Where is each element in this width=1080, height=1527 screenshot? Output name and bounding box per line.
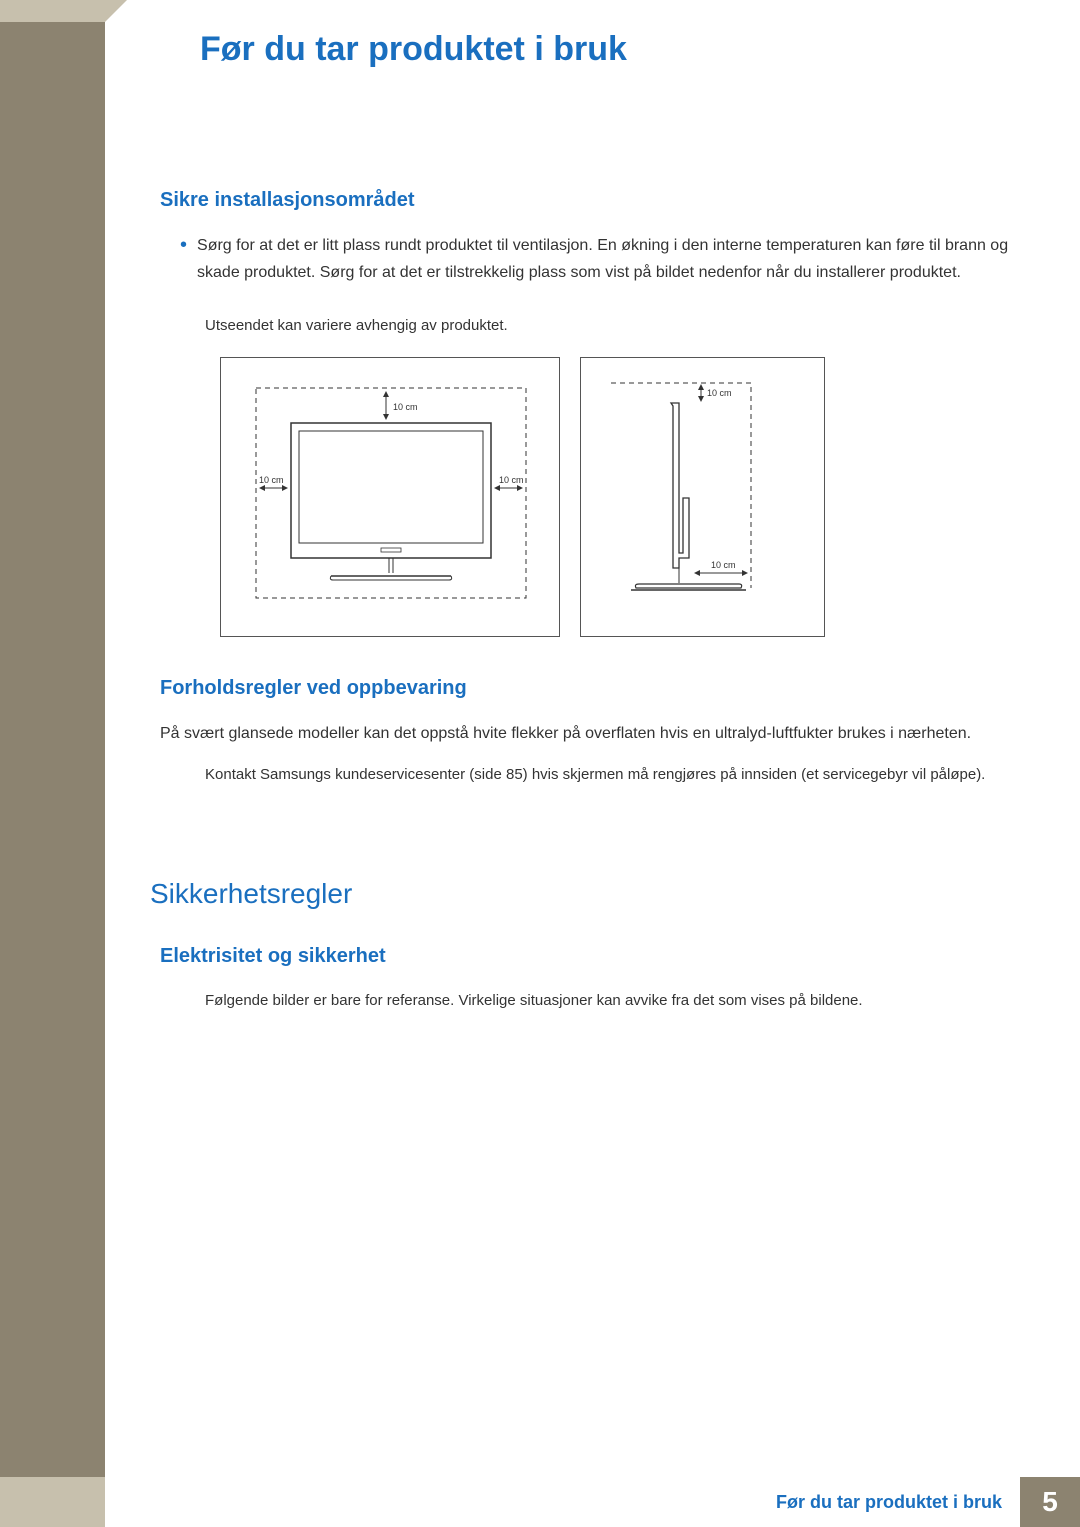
footer-corner [0,1477,105,1527]
heading-storage: Forholdsregler ved oppbevaring [160,677,1020,700]
label-back: 10 cm [711,560,736,570]
diagram-side-view: 10 cm 10 cm [580,357,825,637]
diagram-container: 10 cm 10 cm 10 cm [220,357,1020,637]
footer-chapter: Før du tar produktet i bruk [776,1492,1020,1513]
corner-tab [0,0,105,22]
storage-note: Kontakt Samsungs kundeservicesenter (sid… [205,762,1020,788]
bullet-icon: • [180,232,187,301]
bullet-text: Sørg for at det er litt plass rundt prod… [197,232,1020,286]
label-top-side: 10 cm [707,388,732,398]
label-top: 10 cm [393,402,418,412]
page-number: 5 [1020,1477,1080,1527]
page-title: Før du tar produktet i bruk [200,30,1020,69]
sidebar-strip [0,0,105,1527]
label-right: 10 cm [499,475,524,485]
diagram-front-view: 10 cm 10 cm 10 cm [220,357,560,637]
heading-safety-rules: Sikkerhetsregler [150,878,1020,910]
heading-electricity: Elektrisitet og sikkerhet [160,945,1020,968]
electricity-note: Følgende bilder er bare for referanse. V… [205,988,1020,1014]
heading-install-area: Sikre installasjonsområdet [160,189,1020,212]
bullet-item: • Sørg for at det er litt plass rundt pr… [180,232,1020,301]
label-left: 10 cm [259,475,284,485]
footer-right: Før du tar produktet i bruk 5 [776,1477,1080,1527]
main-content: Før du tar produktet i bruk Sikre instal… [160,30,1020,1031]
note-appearance: Utseendet kan variere avhengig av produk… [205,313,1020,339]
page-footer: Før du tar produktet i bruk 5 [0,1477,1080,1527]
storage-body: På svært glansede modeller kan det oppst… [160,720,1020,747]
